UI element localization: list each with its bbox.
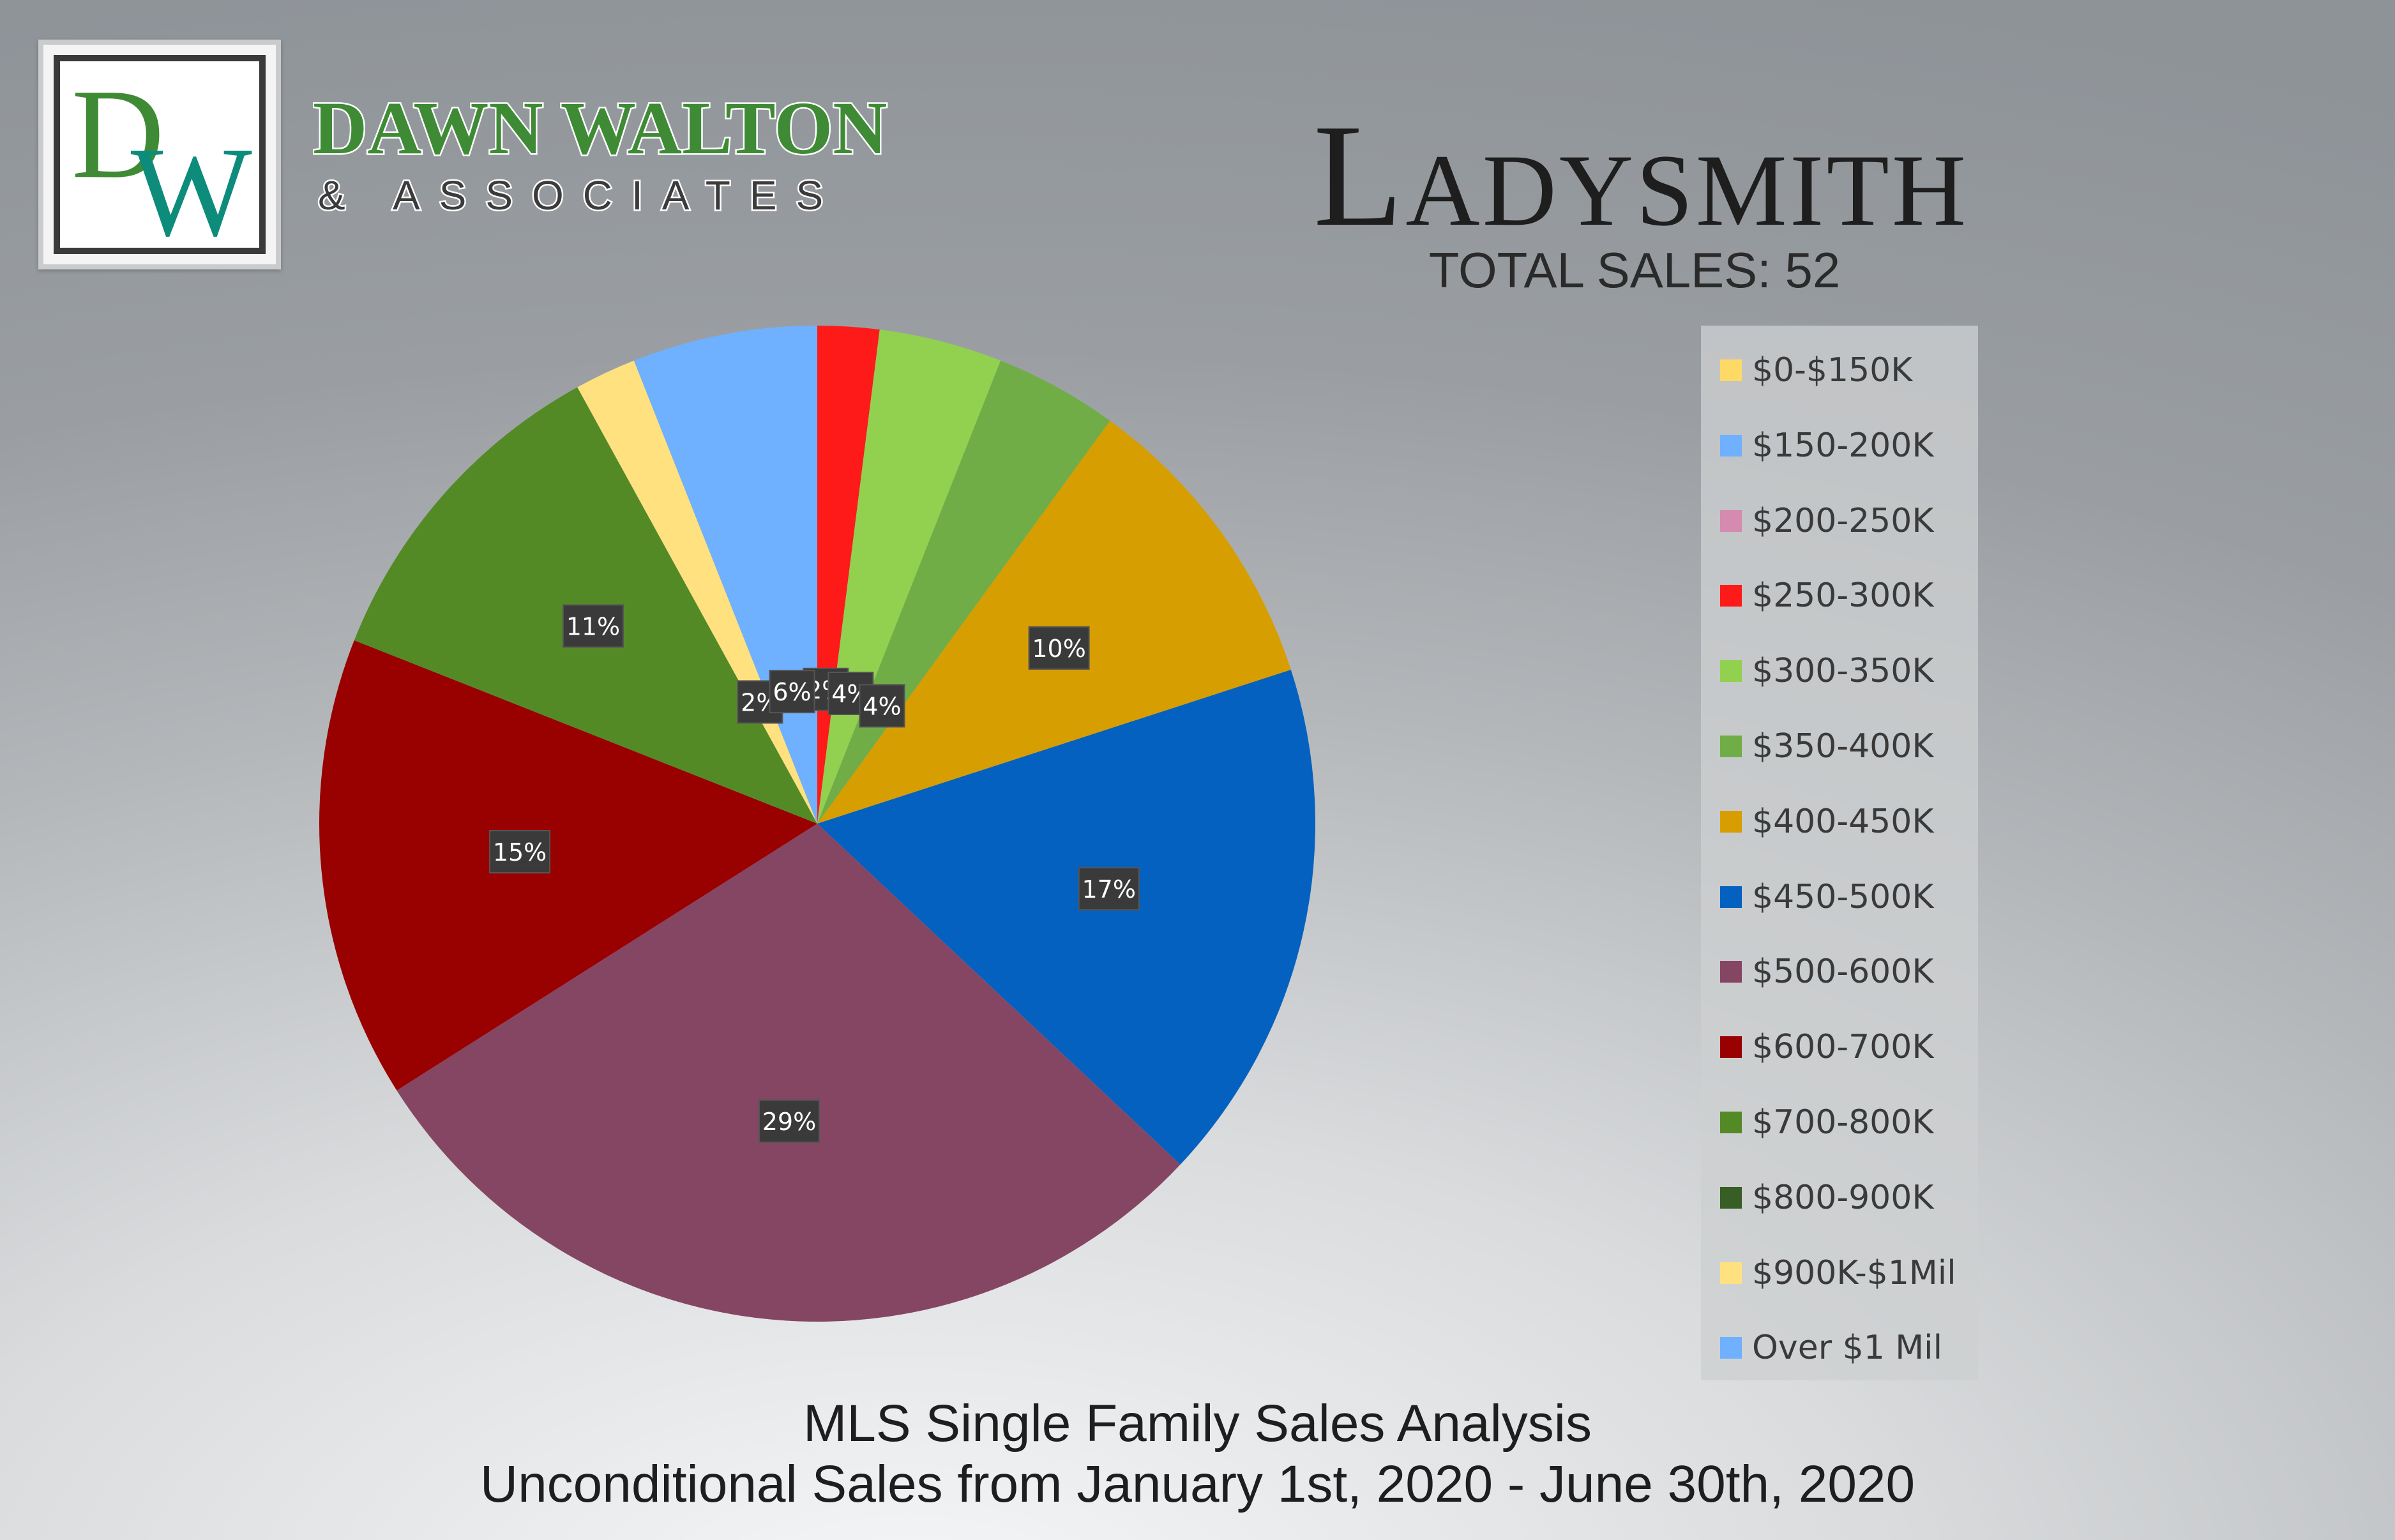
legend-swatch — [1720, 585, 1742, 607]
legend-label: $450-500K — [1752, 877, 1934, 916]
page-title: Ladysmith — [1313, 94, 1969, 257]
legend-item-700-800k: $700-800K — [1720, 1097, 1933, 1148]
monogram-w: W — [131, 121, 252, 248]
legend-label: $700-800K — [1752, 1103, 1934, 1142]
data-label-450-500k: 17% — [1078, 867, 1140, 911]
brand-name-line1: DAWN WALTON — [313, 89, 888, 170]
legend-swatch — [1720, 810, 1742, 833]
data-label-text: 17% — [1082, 875, 1135, 903]
legend-label: $500-600K — [1752, 953, 1934, 992]
pie-slice-600-700k — [319, 640, 817, 1091]
legend-item-450-500k: $450-500K — [1720, 872, 1933, 923]
legend-label: $150-200K — [1752, 426, 1934, 465]
footer-date-range: Unconditional Sales from January 1st, 20… — [480, 1455, 1915, 1513]
legend-swatch — [1720, 1337, 1742, 1359]
brand-name-line2: & ASSOCIATES — [318, 172, 842, 217]
legend-item-500-600k: $500-600K — [1720, 946, 1933, 997]
legend-label: Over $1 Mil — [1752, 1329, 1943, 1368]
data-label-over-1-mil: 6% — [769, 670, 815, 714]
legend-label: $900K-$1Mil — [1752, 1253, 1956, 1292]
legend-label: $250-300K — [1752, 577, 1934, 615]
data-label-box — [758, 1099, 820, 1143]
legend-item-900k-1mil: $900K-$1Mil — [1720, 1248, 1956, 1299]
legend-swatch — [1720, 510, 1742, 532]
legend-item-over-1-mil: Over $1 Mil — [1720, 1322, 1942, 1373]
legend-item-600-700k: $600-700K — [1720, 1022, 1933, 1073]
legend-label: $800-900K — [1752, 1178, 1934, 1217]
pie-slice-400-450k — [817, 420, 1291, 824]
brand-wordmark: DAWN WALTON & ASSOCIATES — [312, 85, 951, 220]
data-label-text: 15% — [493, 838, 547, 866]
legend-swatch — [1720, 961, 1742, 983]
legend-item-350-400k: $350-400K — [1720, 721, 1933, 772]
data-label-500-600k: 29% — [758, 1099, 820, 1143]
data-label-600-700k: 15% — [489, 830, 551, 874]
legend-label: $0-$150K — [1752, 351, 1913, 389]
data-label-box — [1078, 867, 1140, 911]
legend-label: $200-250K — [1752, 501, 1934, 540]
legend-item-200-250k: $200-250K — [1720, 495, 1933, 547]
data-label-box — [1028, 626, 1090, 670]
footer-title: MLS Single Family Sales Analysis — [803, 1394, 1592, 1453]
data-label-text: 29% — [762, 1108, 816, 1136]
legend-item-0-150k: $0-$150K — [1720, 345, 1912, 396]
legend-item-800-900k: $800-900K — [1720, 1172, 1933, 1223]
legend-swatch — [1720, 1262, 1742, 1284]
data-label-text: 10% — [1032, 635, 1085, 663]
legend-label: $600-700K — [1752, 1028, 1934, 1067]
pie-slice-450-500k — [817, 669, 1315, 1165]
total-sales: TOTAL SALES: 52 — [1428, 242, 1841, 298]
data-label-box — [859, 684, 905, 728]
legend-item-400-450k: $400-450K — [1720, 796, 1933, 847]
data-label-text: 4% — [863, 692, 901, 720]
pie-slice-500-600k — [397, 824, 1181, 1322]
logo: D W — [38, 40, 281, 269]
data-label-text: 11% — [566, 613, 620, 641]
pie-chart: 2% 4% 4% 10% 17% 29% 15% 11% 2% 6% — [306, 313, 1328, 1334]
data-label-box — [562, 604, 624, 648]
legend-item-150-200k: $150-200K — [1720, 420, 1933, 471]
legend-swatch — [1720, 736, 1742, 757]
legend-label: $400-450K — [1752, 802, 1934, 841]
legend-swatch — [1720, 1036, 1742, 1059]
legend-swatch — [1720, 660, 1742, 683]
legend-item-250-300k: $250-300K — [1720, 570, 1933, 621]
monogram-d: D — [72, 63, 164, 205]
chart-legend: $0-$150K $150-200K $200-250K $250-300K $300-… — [1701, 326, 1978, 1380]
data-label-350-400k: 4% — [859, 684, 905, 728]
legend-swatch — [1720, 1112, 1742, 1133]
data-label-text: 6% — [773, 678, 811, 706]
legend-swatch — [1720, 1186, 1742, 1209]
legend-swatch — [1720, 886, 1742, 908]
data-label-700-800k: 11% — [562, 604, 624, 648]
logo-monogram: D W — [54, 55, 266, 254]
data-label-box — [489, 830, 551, 874]
legend-label: $300-350K — [1752, 652, 1934, 691]
dw-monogram-mark: D W — [72, 63, 252, 248]
data-label-box — [769, 670, 815, 714]
legend-swatch — [1720, 359, 1742, 381]
legend-label: $350-400K — [1752, 727, 1934, 766]
legend-item-300-350k: $300-350K — [1720, 645, 1933, 697]
legend-swatch — [1720, 434, 1742, 457]
data-label-400-450k: 10% — [1028, 626, 1090, 670]
